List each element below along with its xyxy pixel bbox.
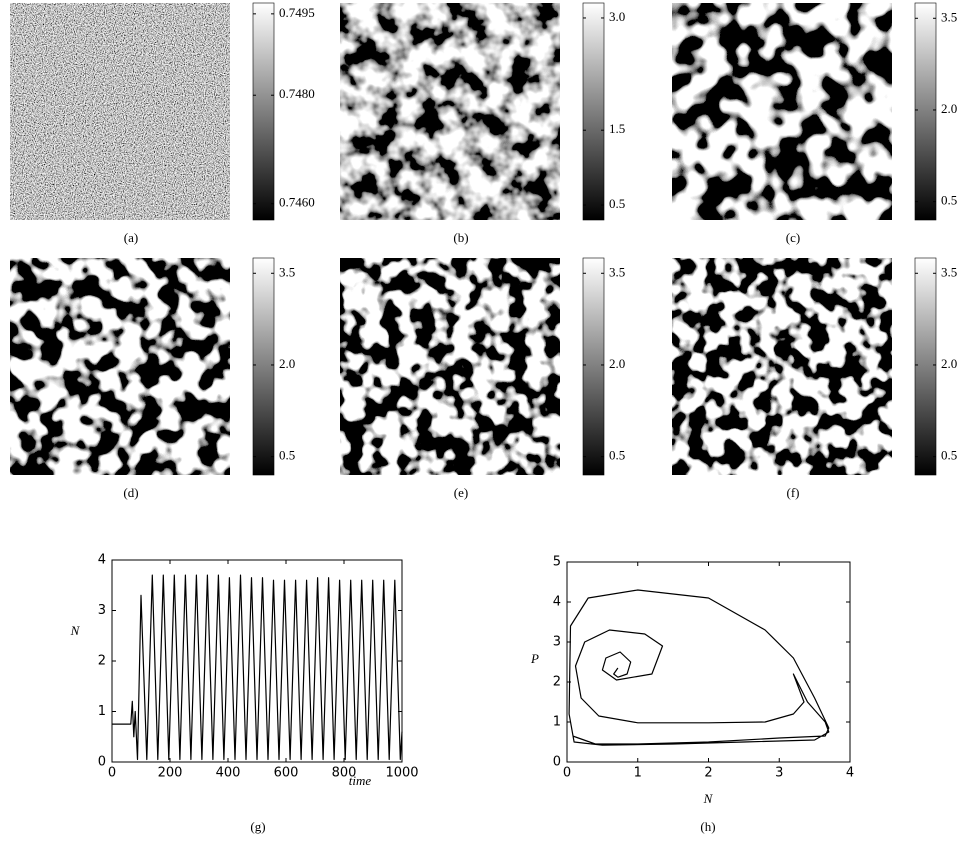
- data-line: [112, 574, 403, 761]
- pattern-image: [672, 3, 892, 220]
- data-line: [568, 589, 830, 746]
- colorbar-tick-label: 2.0: [609, 356, 625, 371]
- pattern-image: [10, 258, 230, 475]
- colorbar-tick-label: 0.5: [941, 193, 957, 208]
- axes-box: [111, 559, 403, 763]
- panel-label: (e): [454, 485, 468, 500]
- pattern-image: [340, 258, 560, 475]
- y-tick-label: 2: [553, 675, 561, 690]
- panel-label: (b): [453, 230, 468, 245]
- x-tick-label: 0: [563, 766, 571, 781]
- x-tick-label: 200: [158, 766, 183, 781]
- x-tick-label: 0: [108, 766, 116, 781]
- colorbar-tick-label: 0.5: [279, 448, 295, 463]
- y-tick-label: 1: [553, 715, 561, 730]
- x-axis-label: N: [703, 791, 714, 806]
- y-tick-label: 0: [553, 755, 561, 770]
- colorbar-tick-label: 1.5: [609, 121, 625, 136]
- colorbar-tick-label: 0.5: [609, 448, 625, 463]
- colorbar-tick-label: 0.7480: [279, 86, 315, 101]
- y-tick-label: 3: [553, 635, 561, 650]
- colorbar: [252, 2, 275, 221]
- panel-label: (c): [786, 230, 800, 245]
- panel-label: (d): [123, 485, 138, 500]
- y-axis-label: P: [530, 651, 539, 666]
- x-tick-label: 1: [634, 766, 642, 781]
- axes-box: [566, 561, 851, 763]
- colorbar-tick-label: 3.5: [941, 9, 957, 24]
- y-tick-label: 0: [98, 755, 106, 770]
- x-axis-label: time: [349, 773, 372, 788]
- colorbar-tick-label: 3.5: [941, 264, 957, 279]
- pattern-image: [672, 258, 892, 475]
- y-tick-label: 3: [98, 603, 106, 618]
- y-tick-label: 1: [98, 704, 106, 719]
- colorbar: [582, 2, 605, 221]
- panel-label: (f): [787, 485, 800, 500]
- colorbar: [252, 257, 275, 476]
- x-tick-label: 600: [274, 766, 299, 781]
- colorbar-tick-label: 0.5: [941, 448, 957, 463]
- colorbar: [582, 257, 605, 476]
- colorbar: [914, 2, 937, 221]
- panel-label: (h): [700, 819, 715, 834]
- x-tick-label: 4: [846, 766, 854, 781]
- colorbar-tick-label: 0.7460: [279, 195, 315, 210]
- y-tick-label: 4: [98, 553, 106, 568]
- panel-label: (g): [250, 819, 265, 834]
- y-tick-label: 4: [553, 595, 561, 610]
- x-tick-label: 1000: [385, 766, 418, 781]
- colorbar-tick-label: 3.5: [609, 264, 625, 279]
- colorbar-tick-label: 3.5: [279, 264, 295, 279]
- colorbar-tick-label: 2.0: [941, 101, 957, 116]
- y-axis-label: N: [70, 623, 81, 638]
- colorbar: [914, 257, 937, 476]
- x-tick-label: 400: [216, 766, 241, 781]
- colorbar-tick-label: 2.0: [941, 356, 957, 371]
- x-tick-label: 800: [332, 766, 357, 781]
- colorbar-tick-label: 0.7495: [279, 5, 315, 20]
- pattern-image: [340, 3, 560, 220]
- colorbar-tick-label: 0.5: [609, 196, 625, 211]
- panel-label: (a): [124, 230, 138, 245]
- colorbar-tick-label: 2.0: [279, 356, 295, 371]
- x-tick-label: 3: [775, 766, 783, 781]
- pattern-image: [10, 3, 230, 220]
- y-tick-label: 5: [553, 555, 561, 570]
- x-tick-label: 2: [704, 766, 712, 781]
- colorbar-tick-label: 3.0: [609, 9, 625, 24]
- y-tick-label: 2: [98, 654, 106, 669]
